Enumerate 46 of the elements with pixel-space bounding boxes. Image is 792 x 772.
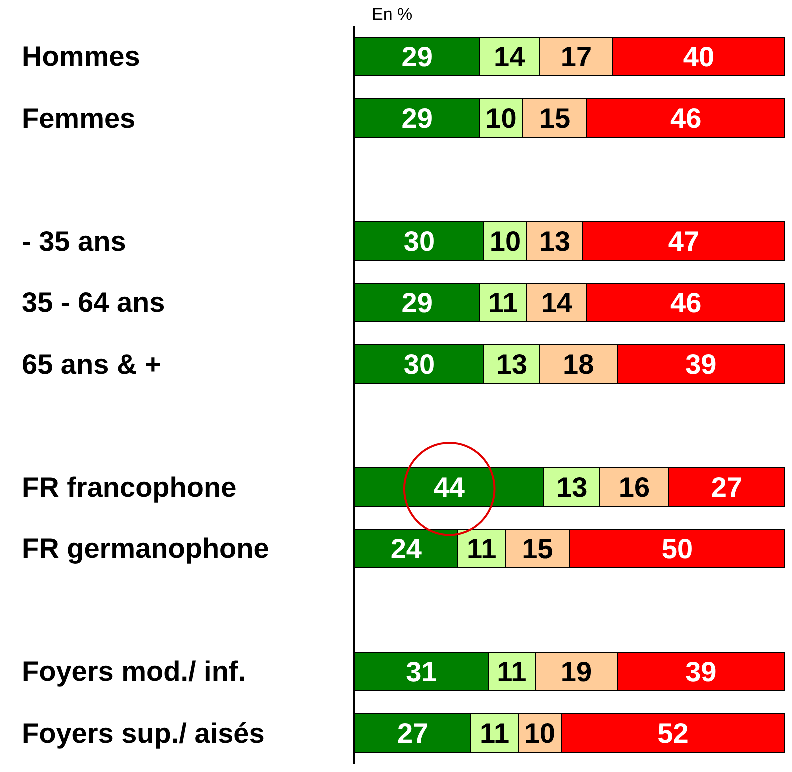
data-label: 27 — [711, 472, 743, 503]
data-label: 44 — [434, 472, 466, 503]
data-label: 24 — [390, 533, 422, 564]
data-label: 40 — [683, 41, 715, 72]
data-label: 14 — [541, 287, 573, 318]
data-label: 50 — [662, 533, 694, 564]
data-label: 18 — [563, 348, 594, 380]
data-label: 30 — [404, 226, 436, 257]
data-label: 15 — [522, 533, 554, 564]
data-label: 39 — [686, 348, 717, 380]
data-label: 30 — [404, 348, 436, 380]
y-tick-label: 65 ans & + — [22, 349, 162, 380]
data-label: 14 — [494, 41, 526, 72]
data-label: 46 — [670, 287, 702, 318]
data-label: 17 — [560, 41, 592, 72]
data-label: 27 — [397, 718, 429, 749]
data-label: 10 — [524, 718, 556, 749]
data-label: 29 — [402, 102, 433, 134]
data-label: 19 — [560, 656, 592, 688]
data-label: 29 — [402, 287, 433, 318]
data-label: 47 — [668, 226, 700, 257]
y-tick-label: 35 - 64 ans — [22, 287, 166, 318]
y-tick-label: Foyers sup./ aisés — [22, 718, 265, 749]
y-tick-label: FR francophone — [22, 472, 237, 503]
data-label: 11 — [497, 656, 527, 688]
data-label: 11 — [480, 718, 510, 749]
text: En % — [372, 5, 413, 24]
y-tick-label: Femmes — [22, 103, 136, 134]
data-label: 13 — [539, 226, 571, 257]
data-label: 52 — [658, 718, 689, 749]
data-label: 11 — [488, 287, 518, 318]
data-label: 31 — [406, 656, 438, 688]
data-label: 11 — [467, 533, 497, 564]
data-label: 10 — [486, 102, 517, 134]
y-tick-label: FR germanophone — [22, 533, 270, 564]
data-label: 10 — [490, 226, 522, 257]
data-label: 29 — [402, 41, 433, 72]
data-label: 46 — [670, 102, 702, 134]
y-tick-label: - 35 ans — [22, 226, 126, 257]
data-label: 13 — [496, 348, 528, 380]
data-label: 15 — [539, 102, 571, 134]
data-label: 16 — [618, 472, 650, 503]
data-label: 39 — [686, 656, 717, 688]
y-tick-label: Foyers mod./ inf. — [22, 656, 246, 687]
y-tick-label: Hommes — [22, 41, 140, 72]
data-label: 13 — [556, 472, 588, 503]
